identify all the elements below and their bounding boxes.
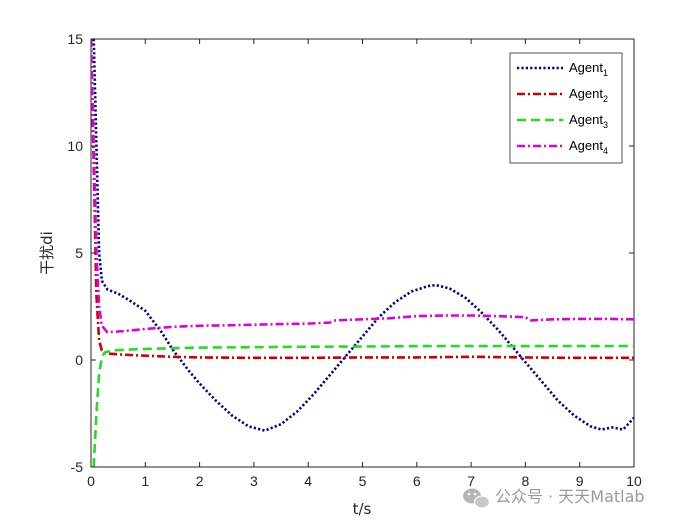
x-tick-label: 1 <box>141 473 149 489</box>
y-tick-label: 10 <box>67 138 83 154</box>
legend-label: Agent <box>569 138 603 153</box>
x-tick-label: 0 <box>87 473 95 489</box>
x-tick-label: 7 <box>467 473 475 489</box>
y-tick-label: 15 <box>67 31 83 47</box>
y-tick-label: 0 <box>75 352 83 368</box>
x-tick-label: 4 <box>304 473 312 489</box>
legend-label: Agent <box>569 60 603 75</box>
x-tick-label: 3 <box>250 473 258 489</box>
series-line-agent-3 <box>92 344 634 467</box>
y-axis-title: 干扰di <box>38 231 56 275</box>
wechat-icon <box>463 488 491 509</box>
series-layer <box>91 39 634 467</box>
y-tick-label: 5 <box>75 245 83 261</box>
series-line-agent-2 <box>91 39 634 360</box>
legend-entry-agent-2: Agent2 <box>569 86 608 104</box>
legend-subscript: 2 <box>603 94 608 104</box>
legend-entry-agent-4: Agent4 <box>569 138 608 156</box>
x-tick-label: 5 <box>359 473 367 489</box>
legend-label: Agent <box>569 86 603 101</box>
watermark: 公众号 · 天天Matlab <box>463 487 645 509</box>
series-line-agent-4 <box>91 39 634 334</box>
legend-subscript: 1 <box>603 68 608 78</box>
legend-box <box>509 52 623 164</box>
legend-subscript: 3 <box>603 120 608 130</box>
x-axis-title: t/s <box>353 500 372 518</box>
x-tick-label: 10 <box>626 473 642 489</box>
x-tick-label: 2 <box>196 473 204 489</box>
y-tick-label: -5 <box>71 459 84 475</box>
legend-entry-agent-1: Agent1 <box>569 60 608 78</box>
x-tick-label: 8 <box>522 473 530 489</box>
x-tick-label: 9 <box>576 473 584 489</box>
x-tick-label: 6 <box>413 473 421 489</box>
legend-label: Agent <box>569 112 603 127</box>
series-line-agent-1 <box>92 39 634 432</box>
watermark-text: 公众号 · 天天Matlab <box>495 487 645 506</box>
legend-subscript: 4 <box>603 146 608 156</box>
legend-entry-agent-3: Agent3 <box>569 112 608 130</box>
